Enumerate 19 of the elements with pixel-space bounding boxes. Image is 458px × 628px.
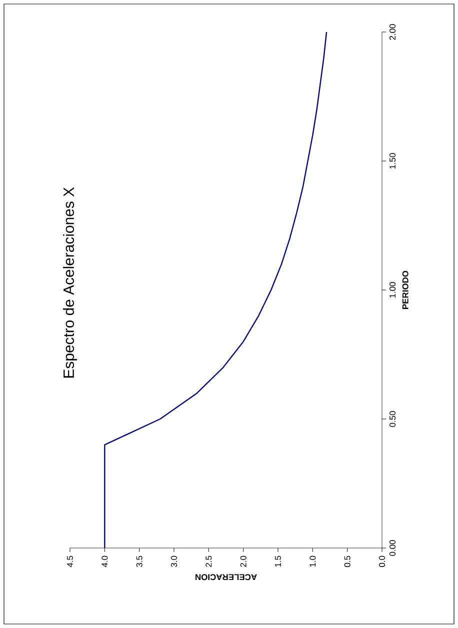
x-tick-label: 2.0	[240, 556, 246, 567]
x-tick-label: 3.0	[171, 556, 177, 567]
text: Espectro de Aceleraciones X	[63, 187, 77, 378]
x-tick-label: 4.5	[67, 556, 73, 568]
y-tick-label: 2.00	[390, 24, 396, 40]
x-tick-label: 1.5	[275, 556, 281, 567]
y-tick-label: 0.50	[390, 411, 396, 427]
x-tick-label: 2.5	[206, 556, 212, 567]
x-tick-label: 4.0	[102, 556, 108, 568]
x-tick-label: 0.0	[379, 556, 385, 567]
x-axis-title: ACELERACION	[196, 574, 257, 580]
line-series	[104, 32, 328, 548]
x-tick-label: 3.5	[136, 556, 142, 567]
x-tick-label: 1.0	[310, 556, 316, 567]
y-axis-title: PERIODO	[402, 270, 408, 309]
y-tick-label: 1.50	[390, 153, 396, 169]
y-tick-label: 1.00	[390, 282, 396, 298]
y-tick-label: 0.00	[390, 540, 396, 556]
x-tick-label: 0.5	[344, 556, 350, 567]
